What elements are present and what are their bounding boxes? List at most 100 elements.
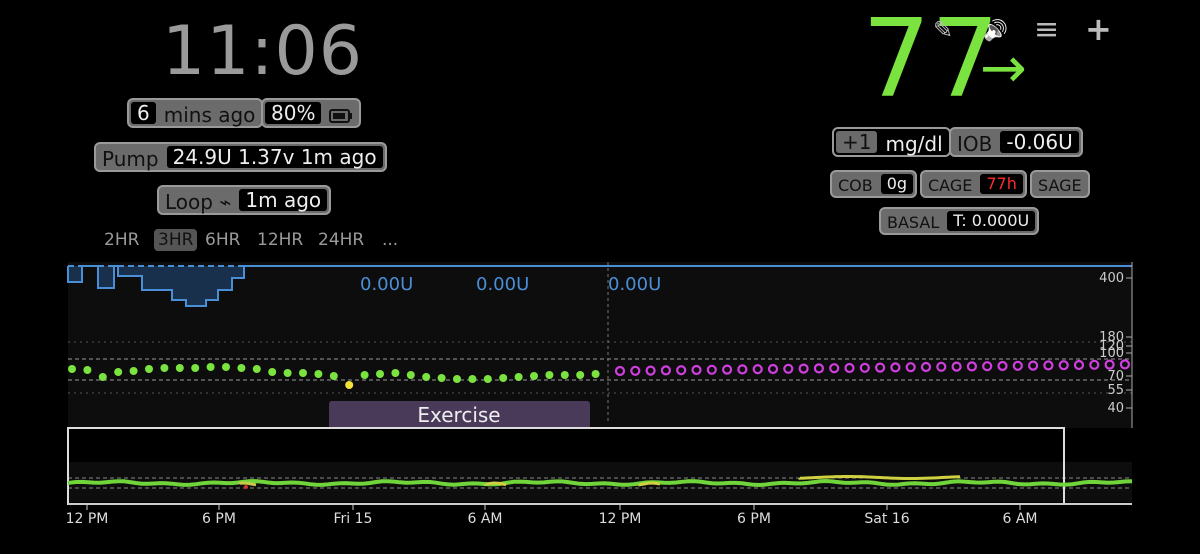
forecast-dot — [951, 361, 962, 372]
delta-unit: mg/dl — [885, 132, 943, 156]
forecast-dot — [614, 365, 626, 377]
loop-label: Loop — [165, 190, 213, 214]
y-tick-label: 400 — [1099, 271, 1124, 286]
range-12hr[interactable]: 12HR — [257, 230, 304, 250]
reading-dot — [206, 363, 215, 371]
forecast-dot — [844, 362, 855, 374]
reading-dot — [98, 373, 107, 381]
iob-pill[interactable]: IOB -0.06U — [949, 127, 1083, 157]
forecast-dot — [890, 362, 901, 373]
y-tick-label: 55 — [1107, 383, 1124, 398]
reading-dot — [530, 372, 538, 380]
pump-label: Pump — [102, 147, 159, 171]
reading-dot — [222, 363, 230, 371]
reading-dot — [468, 375, 477, 383]
speaker-icon[interactable]: 🔊 — [983, 18, 1008, 42]
sage-pill[interactable]: SAGE — [1030, 170, 1090, 198]
reading-dot — [483, 375, 492, 383]
loop-icon: ⌁ — [219, 190, 232, 214]
overview-x-tick-label: 6 AM — [1002, 511, 1037, 527]
y-tick-label: 120 — [1099, 339, 1124, 354]
overview-low-mark — [244, 485, 248, 489]
reading-dot — [591, 370, 600, 378]
cob-value: 0g — [880, 174, 914, 194]
overview-x-tick-label: 6 PM — [202, 511, 236, 527]
range-moremoremore[interactable]: ... — [382, 230, 399, 250]
overview-chart[interactable]: 12 PM 6 PM Fri 15 6 AM 12 PM 6 PM Sat 16 6 AM — [66, 427, 1133, 554]
trend-arrow-icon: → — [980, 36, 1027, 101]
y-tick-label: 180 — [1099, 330, 1124, 345]
forecast-dot — [1058, 360, 1069, 371]
forecast-dot — [1073, 359, 1085, 371]
iob-value: -0.06U — [1000, 131, 1079, 153]
pump-pill[interactable]: Pump 24.9U 1.37v 1m ago — [94, 142, 387, 172]
cob-pill[interactable]: COB 0g — [830, 170, 918, 198]
reading-dot — [376, 370, 384, 378]
overview-x-tick-label: 6 AM — [467, 511, 502, 527]
basal-label: 0.00U — [476, 274, 529, 295]
reading-dot — [406, 371, 415, 379]
forecast-dot — [997, 360, 1008, 372]
reading-dot — [268, 368, 277, 376]
reading-dot — [360, 371, 369, 379]
reading-dot — [68, 365, 76, 373]
reading-dot — [453, 375, 461, 383]
forecast-dot — [630, 365, 641, 376]
overview-high-segment — [484, 481, 507, 487]
forecast-dot — [1089, 359, 1100, 370]
pencil-icon[interactable]: ✎ — [933, 16, 954, 44]
loop-pill[interactable]: Loop ⌁ 1m ago — [157, 185, 332, 215]
overview-x-tick-label: 12 PM — [599, 511, 642, 527]
range-24hr[interactable]: 24HR — [318, 230, 365, 250]
forecast-dot — [737, 364, 748, 375]
forecast-dot — [1119, 359, 1131, 370]
iob-label: IOB — [957, 132, 993, 156]
battery-value: 80% — [265, 102, 322, 124]
reading-dot — [145, 365, 153, 373]
forecast-dot — [813, 363, 825, 374]
basal-label: 0.00U — [608, 274, 661, 295]
forecast-dot — [676, 365, 687, 376]
forecast-dot — [1027, 360, 1039, 371]
overview-x-tick-label: 6 PM — [737, 511, 771, 527]
uploader-battery-pill[interactable]: 80% — [261, 98, 362, 128]
y-tick-label: 100 — [1099, 346, 1124, 361]
forecast-dot — [1043, 360, 1054, 371]
overview-x-tick-label: 12 PM — [66, 511, 109, 527]
forecast-dot — [859, 362, 870, 373]
battery-icon — [323, 103, 359, 127]
reading-dot — [191, 364, 200, 372]
reading-dot — [514, 373, 523, 381]
mins-ago-value: 6 — [131, 102, 156, 124]
overview-high-segment — [238, 481, 257, 487]
forecast-dot — [783, 363, 794, 374]
reading-dot — [499, 374, 508, 382]
cage-pill[interactable]: CAGE 77h — [920, 170, 1027, 198]
last-reading-pill[interactable]: 6 mins ago — [127, 98, 264, 128]
forecast-dot — [721, 364, 733, 375]
forecast-dot — [1012, 360, 1023, 371]
forecast-dot — [936, 361, 947, 372]
basal-value: T: 0.000U — [947, 211, 1036, 231]
overview-high-segment — [798, 474, 961, 480]
plus-icon[interactable]: + — [1085, 10, 1112, 48]
clock: 11:06 — [162, 12, 363, 91]
range-3hr[interactable]: 3HR — [154, 229, 198, 251]
cage-label: CAGE — [928, 176, 973, 195]
basal-pill[interactable]: BASAL T: 0.000U — [879, 207, 1040, 235]
exercise-label: Exercise — [417, 403, 500, 427]
forecast-dot — [966, 361, 978, 372]
bg-value: 77 — [862, 0, 1000, 122]
overview-high-segment — [638, 481, 661, 487]
mins-ago-label: mins ago — [163, 103, 256, 127]
reading-dot — [391, 369, 400, 377]
reading-dot — [237, 364, 246, 372]
basal-layer: 0.00U 0.00U 0.00U — [67, 265, 1132, 307]
range-2hr[interactable]: 2HR — [104, 230, 140, 250]
reading-dot — [345, 381, 354, 389]
delta-pill[interactable]: +1 mg/dl — [832, 127, 951, 157]
range-6hr[interactable]: 6HR — [205, 230, 241, 250]
menu-icon[interactable]: ≡ — [1034, 12, 1060, 47]
